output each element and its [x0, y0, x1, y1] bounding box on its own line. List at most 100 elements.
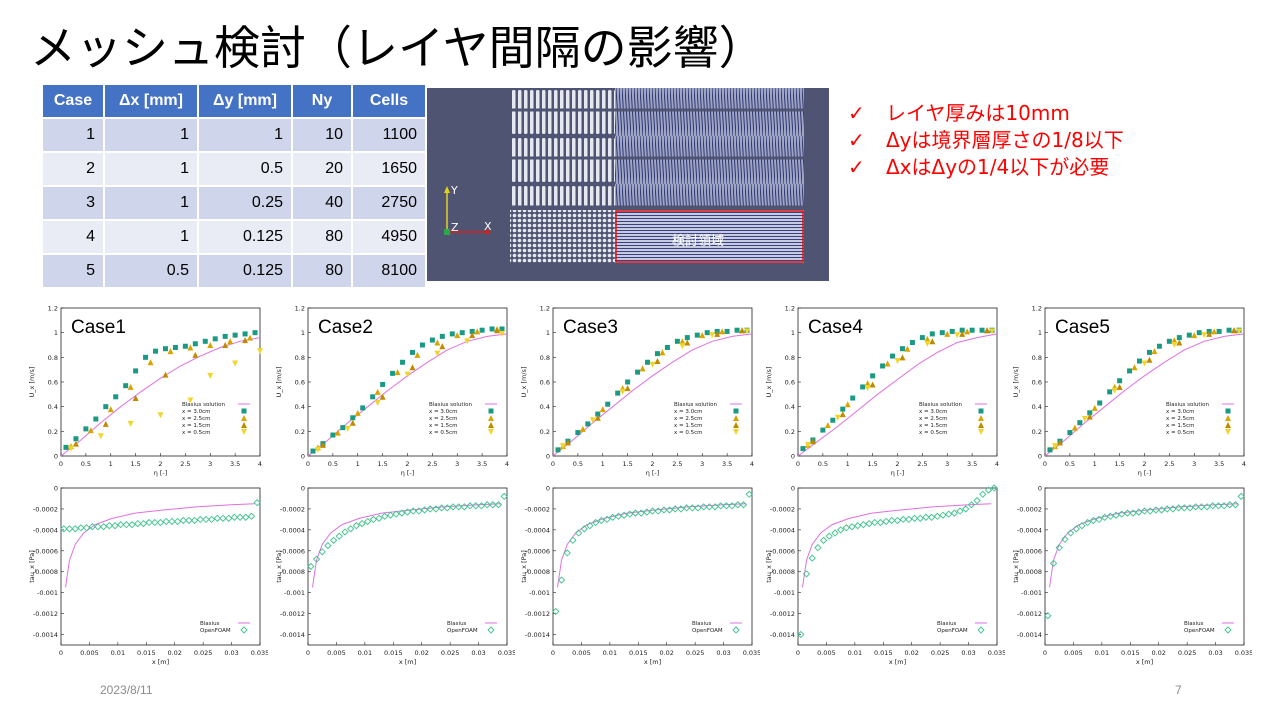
data-point: [1146, 507, 1154, 515]
data-point: [1051, 443, 1058, 450]
legend-label: x = 1.5cm: [919, 423, 948, 429]
y-tick-label: -0.0008: [770, 568, 795, 576]
legend-swatch: [241, 408, 247, 414]
data-point: [1077, 420, 1083, 426]
table-header-dx: Δx [mm]: [104, 85, 199, 118]
data-point: [882, 517, 890, 526]
data-point: [319, 441, 326, 448]
data-point: [1231, 501, 1240, 509]
shear-plot-case4: 0 0.005 0.01 0.015 0.02 0.025 0.03 0.035 0 -0.000…: [765, 482, 1005, 667]
data-point: [139, 519, 148, 528]
data-point: [714, 330, 721, 337]
y-tick-label: -0.0012: [525, 610, 550, 618]
x-tick-label: 0.035: [498, 649, 515, 657]
data-point: [145, 518, 153, 527]
x-tick-label: 0.03: [224, 649, 238, 657]
data-point: [820, 427, 826, 433]
data-point: [499, 326, 505, 332]
list-item: ✓ レイヤ厚みは10mm: [848, 100, 1124, 127]
x-tick-label: 0.02: [904, 649, 918, 657]
data-point: [307, 562, 315, 571]
x-axis-label: x [m]: [399, 658, 416, 666]
data-point: [563, 549, 571, 557]
legend-label: OpenFOAM: [937, 628, 968, 634]
data-point: [830, 417, 836, 423]
x-axis-label: η [-]: [646, 469, 660, 477]
x-tick-label: 0.01: [603, 649, 617, 657]
velocity-plot-case2: 0 0.5 1 1.5 2 2.5 3 3.5 4 0 0.2 0.4 0.6 0.8 1 1.2 η [-] U…: [275, 298, 515, 478]
data-point: [605, 401, 611, 407]
data-point: [909, 340, 915, 346]
x-tick-label: 0.025: [194, 649, 213, 657]
legend-label: Blasius: [937, 621, 957, 627]
y-tick-label: 0: [1038, 453, 1042, 461]
x-tick-label: 3.5: [967, 460, 977, 468]
data-point: [959, 327, 965, 333]
x-tick-label: 0.005: [80, 649, 99, 657]
data-point: [172, 344, 178, 350]
data-point: [1180, 504, 1188, 512]
data-point: [704, 330, 710, 336]
data-point: [1226, 327, 1232, 333]
table-cell: 3: [43, 185, 105, 220]
x-tick-label: 0.005: [572, 649, 591, 657]
data-point: [232, 360, 239, 367]
velocity-chart-svg: 0 0.5 1 1.5 2 2.5 3 3.5 4 0 0.2 0.4 0.6 0.8 1 1.2 η [-] U…: [1012, 305, 1246, 478]
y-tick-label: -0.001: [284, 589, 305, 597]
data-point: [97, 433, 104, 440]
data-point: [88, 523, 96, 531]
y-tick-label: 1: [546, 329, 550, 337]
mesh-svg: 検討領域 Y X Z: [444, 88, 804, 263]
slide-title: メッシュ検討（レイヤ間隔の影響）: [30, 21, 765, 75]
data-point: [1056, 439, 1063, 446]
data-point: [939, 511, 947, 519]
data-point: [1091, 404, 1098, 411]
legend-label: x = 2.5cm: [182, 416, 211, 422]
x-tick-label: 0.005: [327, 649, 346, 657]
data-point: [984, 486, 993, 494]
data-point: [654, 358, 661, 365]
x-tick-label: 0.01: [1095, 649, 1109, 657]
x-tick-label: 0.02: [167, 649, 181, 657]
data-point: [809, 438, 816, 445]
data-point: [466, 502, 474, 510]
study-region-label: 検討領域: [672, 233, 724, 249]
data-point: [187, 397, 194, 404]
data-point: [1095, 515, 1103, 524]
legend-label: x = 3.0cm: [919, 409, 948, 415]
x-tick-label: 0.5: [81, 460, 91, 468]
velocity-chart-svg: 0 0.5 1 1.5 2 2.5 3 3.5 4 0 0.2 0.4 0.6 0.8 1 1.2 η [-] U…: [520, 305, 754, 478]
data-point: [340, 425, 346, 431]
x-tick-label: 4: [505, 460, 509, 468]
data-point: [870, 373, 876, 379]
data-point: [684, 339, 691, 346]
data-point: [499, 330, 506, 337]
data-point: [127, 383, 134, 390]
shear-chart-svg: 0 0.005 0.01 0.015 0.02 0.025 0.03 0.035 0 -0.000…: [1012, 485, 1252, 667]
data-point: [489, 501, 497, 509]
y-tick-label: 1.2: [295, 305, 305, 313]
data-point: [222, 333, 228, 339]
data-point: [899, 515, 907, 524]
data-point: [71, 525, 79, 533]
data-point: [230, 513, 239, 521]
data-point: [1097, 400, 1103, 406]
y-tick-label: 0.8: [295, 354, 305, 362]
data-point: [834, 414, 841, 421]
legend-swatch: [240, 626, 248, 634]
y-tick-label: 0.4: [48, 403, 58, 411]
data-point: [962, 505, 970, 513]
y-tick-label: -0.0014: [280, 631, 305, 639]
data-point: [728, 502, 736, 510]
data-point: [664, 344, 670, 350]
data-point: [819, 536, 828, 544]
x-tick-label: 0: [551, 460, 555, 468]
data-point: [352, 522, 360, 530]
data-point: [1107, 389, 1113, 395]
data-point: [350, 415, 356, 421]
data-point: [631, 509, 640, 517]
data-point: [956, 507, 964, 515]
